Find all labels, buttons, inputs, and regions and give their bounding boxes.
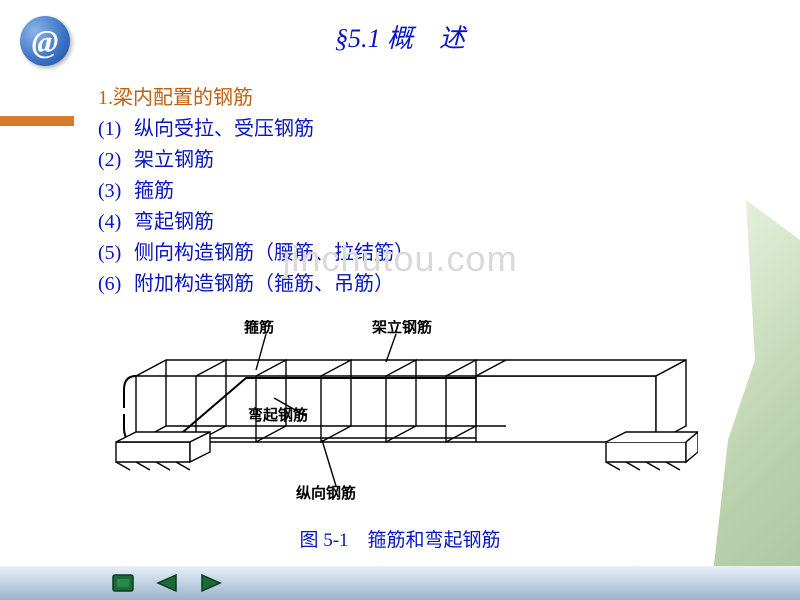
rebar-list: (1)纵向受拉、受压钢筋 (2)架立钢筋 (3)箍筋 (4)弯起钢筋 (5)侧向…	[98, 114, 800, 300]
label-zongxiang: 纵向钢筋	[296, 484, 356, 502]
logo-roundel: @	[20, 16, 70, 66]
section-heading: 1.梁内配置的钢筋	[98, 83, 800, 114]
item-text: 纵向受拉、受压钢筋	[134, 114, 314, 145]
logo-glyph: @	[32, 23, 59, 60]
accent-bar	[0, 116, 74, 126]
list-item: (3)箍筋	[98, 176, 800, 207]
page-title: §5.1 概 述	[0, 0, 800, 55]
label-gujin: 箍筋	[244, 320, 274, 336]
beam-diagram: 箍筋 架立钢筋 弯起钢筋 纵向钢筋	[96, 320, 698, 510]
list-item: (1)纵向受拉、受压钢筋	[98, 114, 800, 145]
item-text: 箍筋	[134, 176, 174, 207]
label-jiali: 架立钢筋	[371, 320, 432, 336]
item-text: 侧向构造钢筋（腰筋、拉结筋）	[134, 238, 414, 269]
item-text: 附加构造钢筋（箍筋、吊筋）	[134, 269, 394, 300]
label-wanqi: 弯起钢筋	[248, 406, 308, 424]
item-num: (5)	[98, 238, 134, 269]
content-block: 1.梁内配置的钢筋 (1)纵向受拉、受压钢筋 (2)架立钢筋 (3)箍筋 (4)…	[98, 83, 800, 300]
list-item: (4)弯起钢筋	[98, 207, 800, 238]
nav-controls	[110, 572, 224, 594]
next-button[interactable]	[198, 572, 224, 594]
item-text: 架立钢筋	[134, 145, 214, 176]
figure-caption: 图 5-1 箍筋和弯起钢筋	[0, 525, 800, 552]
list-item: (6)附加构造钢筋（箍筋、吊筋）	[98, 269, 800, 300]
item-num: (1)	[98, 114, 134, 145]
item-num: (6)	[98, 269, 134, 300]
item-text: 弯起钢筋	[134, 207, 214, 238]
item-num: (2)	[98, 145, 134, 176]
home-button[interactable]	[110, 572, 136, 594]
list-item: (5)侧向构造钢筋（腰筋、拉结筋）	[98, 238, 800, 269]
list-item: (2)架立钢筋	[98, 145, 800, 176]
item-num: (3)	[98, 176, 134, 207]
item-num: (4)	[98, 207, 134, 238]
prev-button[interactable]	[154, 572, 180, 594]
